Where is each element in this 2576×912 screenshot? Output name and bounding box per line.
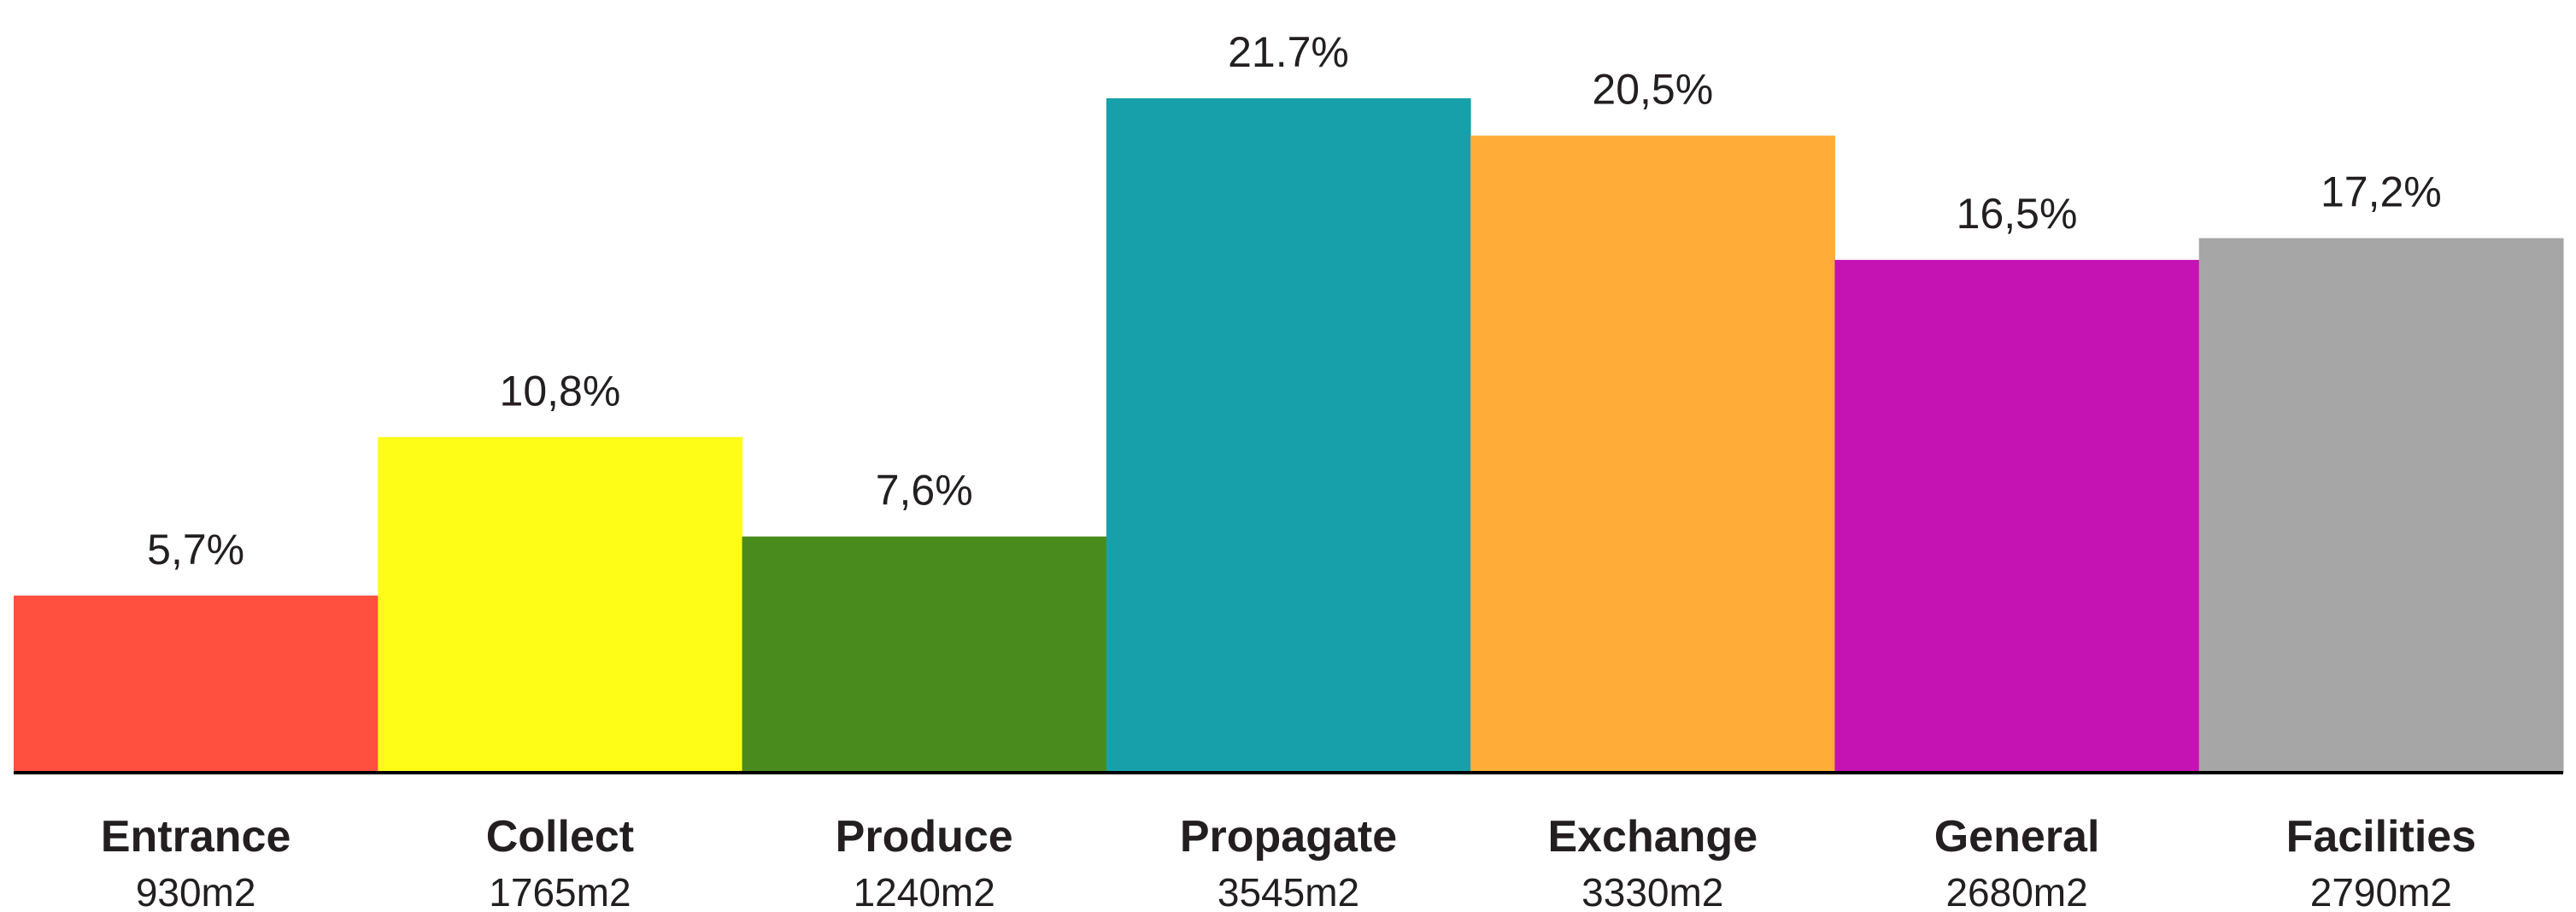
value-label-collect: 10,8% xyxy=(500,367,621,415)
category-label-collect: Collect xyxy=(486,812,634,862)
area-label-entrance: 930m2 xyxy=(136,870,256,912)
category-label-facilities: Facilities xyxy=(2286,812,2477,862)
value-label-produce: 7,6% xyxy=(876,467,973,515)
value-label-propagate: 21.7% xyxy=(1228,28,1349,76)
value-label-exchange: 20,5% xyxy=(1592,66,1713,114)
area-label-produce: 1240m2 xyxy=(854,870,995,912)
value-label-facilities: 17,2% xyxy=(2321,168,2442,216)
bar-facilities xyxy=(2198,238,2564,773)
bar-collect xyxy=(378,437,743,773)
category-label-produce: Produce xyxy=(836,812,1013,862)
area-label-facilities: 2790m2 xyxy=(2310,870,2452,912)
area-label-general: 2680m2 xyxy=(1945,870,2087,912)
bar-entrance xyxy=(14,595,378,773)
bars-layer xyxy=(14,98,2564,774)
category-label-exchange: Exchange xyxy=(1547,812,1757,862)
area-label-collect: 1765m2 xyxy=(489,870,631,912)
labels-layer: 5,7% Entrance 930m2 10,8% Collect 1765m2 7,6% P… xyxy=(101,28,2476,912)
bar-exchange xyxy=(1470,135,1835,773)
category-label-entrance: Entrance xyxy=(101,812,291,862)
bar-produce xyxy=(742,536,1107,773)
bar-general xyxy=(1834,260,2200,774)
value-label-entrance: 5,7% xyxy=(147,526,244,574)
bar-propagate xyxy=(1106,98,1471,773)
value-label-general: 16,5% xyxy=(1957,190,2078,238)
area-label-exchange: 3330m2 xyxy=(1581,870,1723,912)
area-label-propagate: 3545m2 xyxy=(1218,870,1359,912)
category-label-propagate: Propagate xyxy=(1180,812,1397,862)
category-label-general: General xyxy=(1934,812,2100,862)
